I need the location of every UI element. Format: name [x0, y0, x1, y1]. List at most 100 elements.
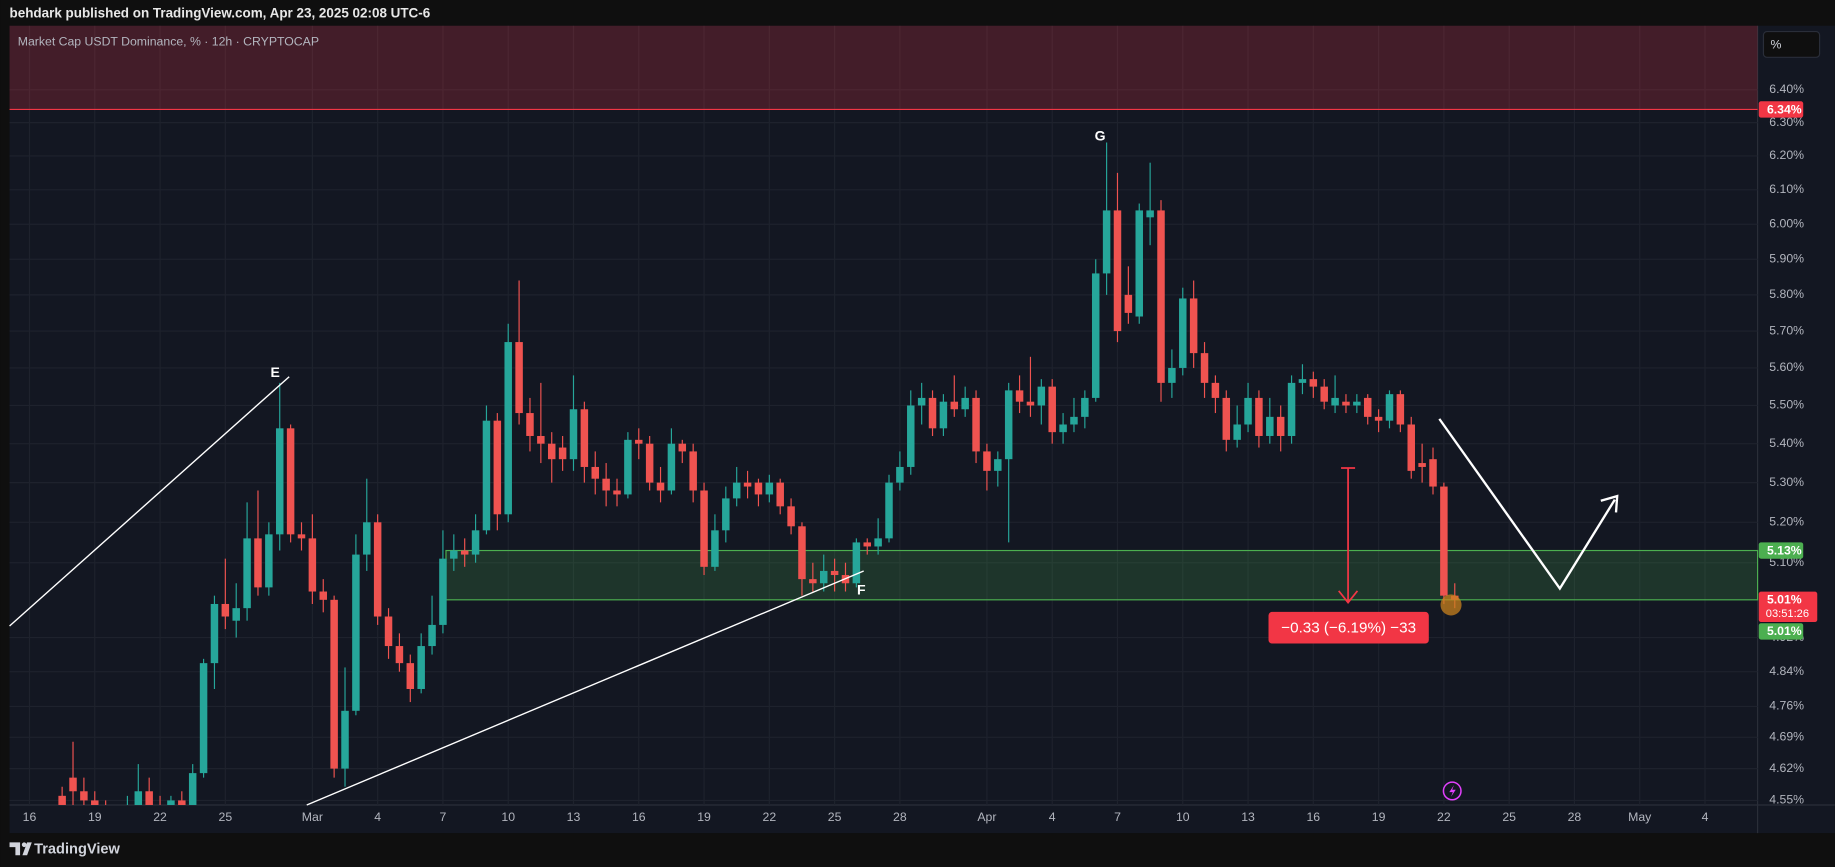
drawings: −0.33 (−6.19%) −33 E F G	[9, 128, 1619, 806]
wave-label: E	[270, 364, 279, 380]
candle-body	[69, 777, 77, 792]
x-tick-label: 7	[440, 810, 447, 824]
y-tick-label: 4.76%	[1769, 699, 1804, 713]
candle-body	[384, 616, 393, 647]
projection-path	[1438, 418, 1616, 591]
candle-body	[732, 482, 741, 499]
candle-body	[319, 591, 327, 600]
x-tick-label: 25	[1502, 810, 1516, 824]
candle-body	[1222, 397, 1231, 440]
candle-body	[1374, 416, 1383, 421]
y-tick-label: 5.30%	[1769, 475, 1804, 489]
logo-dot	[21, 842, 27, 848]
x-tick-label: 22	[153, 810, 167, 824]
candle-body	[569, 409, 578, 460]
candle-body	[526, 413, 534, 436]
candle-body	[91, 800, 99, 805]
price-tag-label: 5.01%	[1767, 624, 1802, 638]
x-tick-label: 19	[88, 810, 102, 824]
candle-body	[286, 428, 295, 535]
candle-body	[1026, 401, 1035, 406]
chart-pane	[9, 25, 1758, 805]
candle-body	[1418, 463, 1426, 467]
wave-label: G	[1095, 128, 1106, 144]
candle-body	[1342, 401, 1350, 406]
candle-body	[1385, 394, 1394, 421]
candle-body	[1244, 397, 1252, 425]
candle-body	[1353, 401, 1361, 406]
candle-body	[156, 804, 164, 805]
x-tick-label: 25	[828, 810, 842, 824]
candle-body	[188, 773, 197, 805]
y-tick-label: 5.40%	[1769, 436, 1804, 450]
candle-body	[678, 443, 687, 452]
candle-body	[297, 534, 306, 539]
publish-info: behdark published on TradingView.com, Ap…	[10, 6, 431, 21]
candle-body	[1004, 390, 1013, 460]
candle-body	[1320, 386, 1328, 402]
price-axis	[1757, 25, 1835, 834]
candle-body	[961, 397, 969, 410]
candle-body	[275, 428, 284, 535]
event-icon[interactable]	[1442, 781, 1462, 801]
brand-name: TradingView	[34, 841, 120, 857]
candle-body	[450, 550, 458, 559]
x-tick-label: 16	[1306, 810, 1320, 824]
arrow-head	[1600, 494, 1619, 513]
candle-body	[1276, 416, 1285, 436]
candle-body	[373, 522, 382, 617]
candle-body	[917, 397, 926, 406]
candle-body	[1396, 394, 1405, 425]
x-tick-label: 25	[219, 810, 233, 824]
candle-body	[417, 646, 425, 690]
candle-body	[994, 459, 1002, 471]
x-tick-label: 7	[1114, 810, 1121, 824]
measure-box	[1268, 611, 1429, 644]
trend-line	[306, 570, 864, 806]
y-tick-label: 6.30%	[1769, 115, 1804, 129]
candle-body	[1113, 210, 1122, 332]
scale-button[interactable]	[1762, 31, 1821, 58]
measure-label: −0.33 (−6.19%) −33	[1281, 619, 1416, 636]
candle-body	[134, 791, 143, 805]
candle-body	[167, 800, 175, 805]
candle-body	[1440, 486, 1448, 596]
candle-body	[308, 538, 317, 592]
candle-body	[950, 401, 959, 410]
time-axis	[9, 804, 1758, 834]
grid	[9, 25, 1758, 805]
candle-body	[711, 530, 719, 567]
x-tick-label: 19	[697, 810, 711, 824]
x-tick-label: 28	[1568, 810, 1582, 824]
y-tick-label: 6.40%	[1769, 82, 1804, 96]
candle-body	[787, 506, 795, 527]
scale-button-label[interactable]: %	[1770, 37, 1781, 51]
candle-body	[656, 482, 665, 491]
y-tick-label: 5.70%	[1769, 323, 1804, 337]
symbol-title: Market Cap USDT Dominance, % · 12h · CRY…	[18, 34, 319, 48]
price-tag	[1758, 101, 1804, 118]
candle-body	[809, 579, 817, 584]
x-tick-label: Apr	[977, 810, 996, 824]
candle-body	[602, 478, 610, 491]
x-tick-label: 16	[632, 810, 646, 824]
candle-body	[1168, 367, 1176, 383]
brand-logo	[9, 842, 32, 856]
candle-body	[1081, 397, 1089, 417]
candle-body	[352, 554, 360, 711]
x-tick-label: 13	[1241, 810, 1255, 824]
candle-body	[199, 663, 208, 774]
candle-body	[939, 401, 948, 429]
candle-body	[178, 800, 186, 805]
price-tag-label: 6.34%	[1767, 102, 1802, 116]
candle-body	[983, 451, 991, 471]
candle-body	[515, 342, 523, 414]
candle-body	[330, 599, 338, 769]
candle-body	[460, 550, 469, 555]
candle-body	[689, 451, 697, 491]
price-tag-label: 5.13%	[1767, 543, 1802, 557]
candle-body	[819, 570, 828, 584]
candle-body	[700, 490, 708, 567]
y-tick-label: 5.90%	[1769, 252, 1804, 266]
